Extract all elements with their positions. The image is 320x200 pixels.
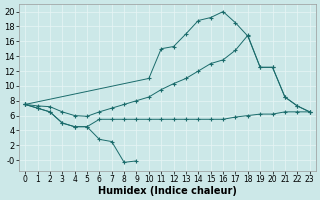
- X-axis label: Humidex (Indice chaleur): Humidex (Indice chaleur): [98, 186, 237, 196]
